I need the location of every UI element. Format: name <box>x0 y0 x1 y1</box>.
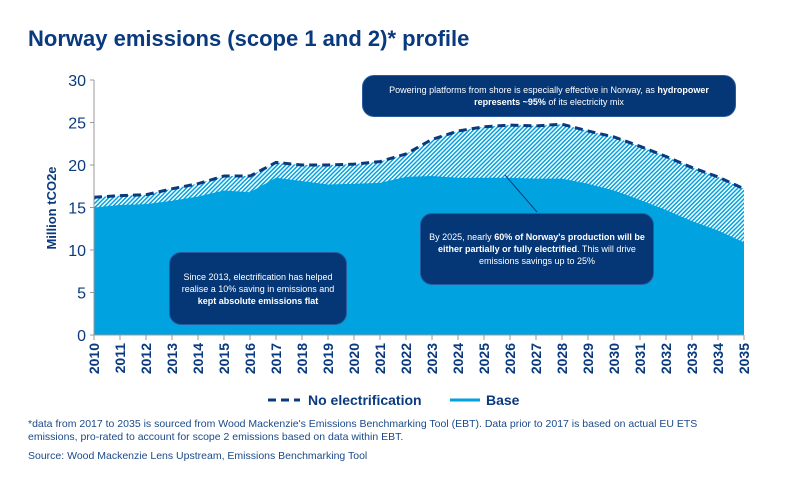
y-tick-label: 5 <box>77 286 86 303</box>
annotation-hydropower: Powering platforms from shore is especia… <box>362 75 736 117</box>
x-tick-label: 2016 <box>242 343 258 374</box>
annotation-arrow <box>504 174 538 213</box>
y-tick-label: 20 <box>68 158 86 175</box>
x-tick-label: 2018 <box>294 343 310 374</box>
x-tick-label: 2017 <box>268 343 284 374</box>
x-tick-label: 2015 <box>216 343 232 374</box>
x-tick-label: 2024 <box>450 343 466 374</box>
x-tick-label: 2014 <box>190 343 206 374</box>
chart-title: Norway emissions (scope 1 and 2)* profil… <box>28 26 470 51</box>
x-tick-label: 2021 <box>372 343 388 374</box>
legend: No electrification Base <box>268 392 520 408</box>
x-tick-label: 2025 <box>476 343 492 374</box>
legend-label-no-electrification: No electrification <box>308 392 422 408</box>
x-tick-label: 2034 <box>710 343 726 374</box>
y-tick-label: 30 <box>68 73 86 90</box>
x-tick-label: 2028 <box>554 343 570 374</box>
x-tick-label: 2031 <box>632 343 648 374</box>
x-tick-label: 2032 <box>658 343 674 374</box>
x-tick-label: 2026 <box>502 343 518 374</box>
x-tick-label: 2023 <box>424 343 440 374</box>
x-tick-label: 2019 <box>320 343 336 374</box>
x-tick-label: 2020 <box>346 343 362 374</box>
x-tick-label: 2033 <box>684 343 700 374</box>
y-tick-label: 0 <box>77 328 86 345</box>
x-tick-label: 2027 <box>528 343 544 374</box>
x-tick-label: 2030 <box>606 343 622 374</box>
x-tick-label: 2011 <box>112 343 128 374</box>
y-axis-label: Million tCO2e <box>44 166 59 249</box>
legend-label-base: Base <box>486 392 520 408</box>
x-tick-label: 2012 <box>138 343 154 374</box>
footnote: *data from 2017 to 2035 is sourced from … <box>28 418 698 443</box>
x-tick-label: 2013 <box>164 343 180 374</box>
y-tick-label: 15 <box>68 201 86 218</box>
y-tick-label: 10 <box>68 243 86 260</box>
annotation-since-2013: Since 2013, electrification has helped r… <box>169 252 347 325</box>
annotation-by-2025: By 2025, nearly 60% of Norway's producti… <box>420 213 654 285</box>
x-tick-label: 2022 <box>398 343 414 374</box>
x-tick-label: 2029 <box>580 343 596 374</box>
y-tick-label: 25 <box>68 116 86 133</box>
source-note: Source: Wood Mackenzie Lens Upstream, Em… <box>28 450 368 462</box>
no-electrification-line <box>93 122 745 199</box>
x-tick-label: 2010 <box>86 343 102 374</box>
x-tick-label: 2035 <box>736 343 752 374</box>
